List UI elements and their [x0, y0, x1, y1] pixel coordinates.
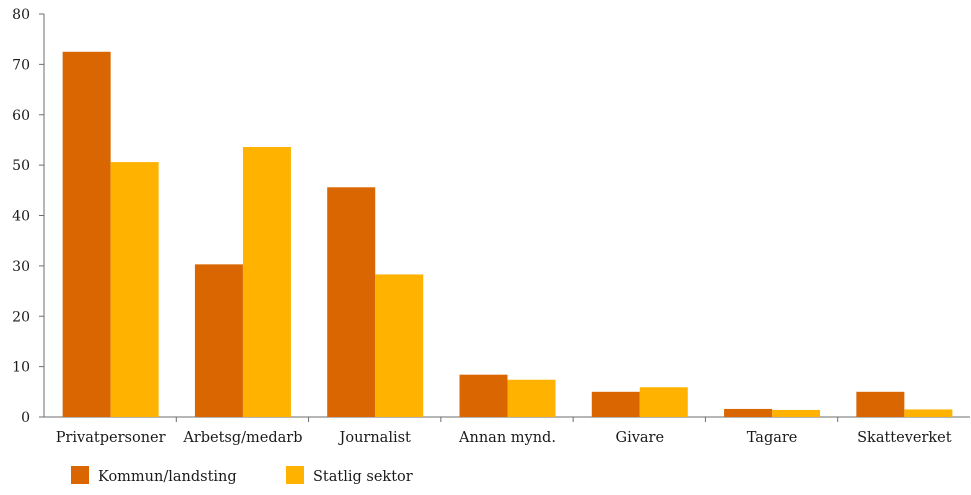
y-tick-label: 50: [12, 158, 30, 174]
x-tick-label: Givare: [615, 430, 664, 446]
x-tick-label: Annan mynd.: [458, 430, 556, 446]
x-tick-label: Arbetsg/medarb: [182, 430, 302, 446]
bar-kommun-landsting: [591, 391, 640, 417]
bar-kommun-landsting: [327, 187, 376, 417]
x-tick-label: Journalist: [338, 430, 412, 446]
bar-kommun-landsting: [724, 408, 773, 417]
y-tick-label: 70: [12, 57, 30, 73]
y-tick-label: 0: [21, 410, 30, 426]
legend-swatch: [71, 466, 89, 484]
bar-statlig-sektor: [375, 274, 424, 417]
bar-kommun-landsting: [459, 374, 508, 417]
bar-statlig-sektor: [772, 409, 821, 417]
bar-statlig-sektor: [904, 409, 953, 417]
legend: Kommun/landsting Statlig sektor: [71, 466, 413, 485]
legend-swatch: [286, 466, 304, 484]
bars: [62, 51, 953, 418]
bar-statlig-sektor: [507, 379, 556, 417]
y-tick-label: 20: [12, 309, 30, 325]
legend-label: Kommun/landsting: [98, 469, 237, 485]
legend-label: Statlig sektor: [313, 469, 413, 485]
y-tick-label: 30: [12, 259, 30, 275]
x-tick-label: Tagare: [747, 430, 798, 446]
bar-statlig-sektor: [242, 146, 291, 418]
bar-kommun-landsting: [856, 391, 905, 417]
x-tick-label: Privatpersoner: [56, 430, 166, 446]
x-tick-labels: Privatpersoner Arbetsg/medarb Journalist An…: [56, 417, 952, 446]
bar-kommun-landsting: [62, 51, 111, 417]
x-tick-label: Skatteverket: [857, 430, 952, 446]
y-tick-label: 10: [12, 360, 30, 376]
bar-statlig-sektor: [110, 162, 159, 417]
y-tick-label: 40: [12, 209, 30, 225]
y-tick-label: 80: [12, 7, 30, 23]
y-tick-label: 60: [12, 108, 30, 124]
y-ticks: 0 10 20 30 40 50 60 70 80: [12, 7, 44, 426]
bar-statlig-sektor: [639, 387, 688, 417]
bar-kommun-landsting: [194, 264, 243, 417]
